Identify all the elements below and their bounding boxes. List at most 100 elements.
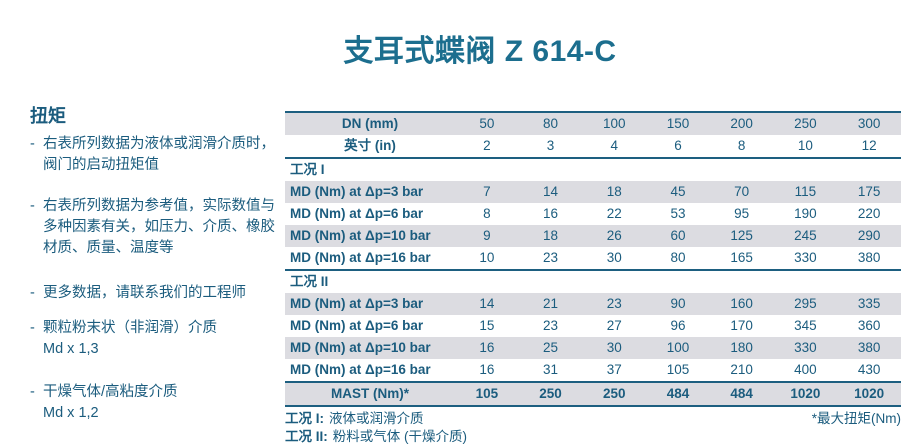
sidebar-note-text: 右表所列数据为液体或润滑介质时，阀门的启动扭矩值 [43,136,275,173]
sidebar-note-5: - 干燥气体/高粘度介质 Md x 1,2 [30,382,288,424]
table-cell: 250 [582,381,647,407]
mast-summary-row: MAST (Nm)* 105 250 250 484 484 1020 1020 [285,381,901,407]
table-cell: 250 [773,111,838,135]
bullet-dash: - [30,198,35,214]
table-cell: 21 [518,293,583,315]
table-cell: 50 [455,111,519,135]
condition-legend: 工况 I: 液体或润滑介质 工况 II: 粉料或气体 (干燥介质) [285,410,467,446]
table-cell: 180 [709,337,774,359]
table-cell: 23 [582,293,647,315]
table-cell: 6 [674,138,682,153]
table-cell: 1020 [773,381,838,407]
sidebar-note-text: 颗粒粉末状（非润滑）介质 Md x 1,3 [43,318,288,360]
row-label: MD (Nm) at Δp=16 bar [290,362,431,377]
table-cell: 80 [518,111,583,135]
table-cell: 95 [734,206,750,221]
sidebar-note-text: 更多数据，请联系我们的工程师 [43,285,246,301]
sidebar-note-line: 颗粒粉末状（非润滑）介质 [43,320,217,336]
torque-data-row: MD (Nm) at Δp=10 bar 9 18 26 60 125 245 290 [285,225,901,247]
sidebar-note-2: - 右表所列数据为参考值，实际数值与多种因素有关，如压力、介质、橡胶材质、质量、… [30,196,288,259]
section-title-row: 工况 II [285,269,901,293]
inch-header-row: 英寸 (in) 2 3 4 6 8 10 12 [285,135,901,158]
section-title-row: 工况 I [285,157,901,181]
table-cell: 1020 [837,381,901,407]
condition-1-text: 液体或润滑介质 [329,411,424,426]
table-cell: 380 [857,250,881,265]
table-cell: 80 [670,250,686,265]
table-cell: 300 [837,111,901,135]
row-label: MAST (Nm)* [285,381,455,407]
table-cell: 16 [455,337,519,359]
table-cell: 295 [773,293,838,315]
table-cell: 484 [709,381,774,407]
row-label: DN (mm) [285,111,455,135]
condition-2-text: 粉料或气体 (干燥介质) [332,429,467,444]
table-cell: 16 [543,206,559,221]
table-cell: 190 [794,206,817,221]
table-cell: 3 [546,138,555,153]
sidebar-note-1: - 右表所列数据为液体或润滑介质时，阀门的启动扭矩值 [30,134,288,176]
table-cell: 360 [857,318,881,333]
row-label: MD (Nm) at Δp=3 bar [285,181,455,203]
row-label: MD (Nm) at Δp=6 bar [290,206,424,221]
table-cell: 70 [709,181,774,203]
table-cell: 25 [518,337,583,359]
table-cell: 115 [773,181,838,203]
sidebar-note-4: - 颗粒粉末状（非润滑）介质 Md x 1,3 [30,318,288,360]
section-title: 工况 II [285,269,901,293]
table-cell: 8 [737,138,746,153]
table-cell: 175 [837,181,901,203]
table-cell: 2 [483,138,491,153]
table-cell: 4 [610,138,619,153]
table-cell: 12 [861,138,877,153]
sidebar-note-factor: Md x 1,3 [43,341,99,357]
sidebar-note-text: 右表所列数据为参考值，实际数值与多种因素有关，如压力、介质、橡胶材质、质量、温度… [43,198,275,256]
torque-data-row: MD (Nm) at Δp=6 bar 15 23 27 96 170 345 360 [285,315,901,337]
torque-data-row: MD (Nm) at Δp=16 bar 16 31 37 105 210 400 430 [285,359,901,382]
sidebar-note-3: - 更多数据，请联系我们的工程师 [30,283,288,304]
datasheet-page: { "colors": { "text": "#1b5c7e", "title"… [30,35,901,444]
table-cell: 9 [455,225,519,247]
bullet-dash: - [30,285,35,301]
row-label: 英寸 (in) [344,138,396,153]
torque-table: DN (mm) 50 80 100 150 200 250 300 英寸 (in) 2 3 4 6 8 10… [285,111,901,407]
table-cell: 345 [794,318,817,333]
table-cell: 245 [773,225,838,247]
table-cell: 100 [646,337,710,359]
table-cell: 23 [543,250,559,265]
table-cell: 31 [543,362,559,377]
bullet-dash: - [30,384,35,400]
page-title: 支耳式蝶阀 Z 614-C [343,35,617,68]
table-cell: 23 [543,318,559,333]
bullet-dash: - [30,320,35,336]
table-cell: 14 [518,181,583,203]
table-cell: 22 [606,206,622,221]
table-cell: 400 [794,362,817,377]
condition-1-label: 工况 I: [285,411,324,426]
table-cell: 330 [794,250,817,265]
section-title: 工况 I [285,157,901,181]
table-cell: 8 [483,206,491,221]
table-cell: 7 [455,181,519,203]
sidebar-note-line: 干燥气体/高粘度介质 [43,384,178,400]
sidebar-note-factor: Md x 1,2 [43,405,99,421]
table-cell: 220 [857,206,881,221]
table-cell: 105 [455,381,519,407]
sidebar-note-text: 干燥气体/高粘度介质 Md x 1,2 [43,382,288,424]
torque-data-row: MD (Nm) at Δp=16 bar 10 23 30 80 165 330 380 [285,247,901,270]
table-cell: 160 [709,293,774,315]
table-cell: 90 [646,293,710,315]
table-cell: 125 [709,225,774,247]
table-cell: 10 [479,250,495,265]
table-cell: 430 [857,362,881,377]
table-cell: 37 [606,362,622,377]
row-label: MD (Nm) at Δp=16 bar [290,250,431,265]
table-cell: 210 [730,362,753,377]
bullet-dash: - [30,136,35,152]
table-cell: 30 [606,250,622,265]
table-cell: 380 [837,337,901,359]
torque-table-section: DN (mm) 50 80 100 150 200 250 300 英寸 (in) 2 3 4 6 8 10… [285,111,901,446]
torque-data-row: MD (Nm) at Δp=10 bar 16 25 30 100 180 330 380 [285,337,901,359]
table-cell: 27 [606,318,622,333]
table-cell: 18 [518,225,583,247]
